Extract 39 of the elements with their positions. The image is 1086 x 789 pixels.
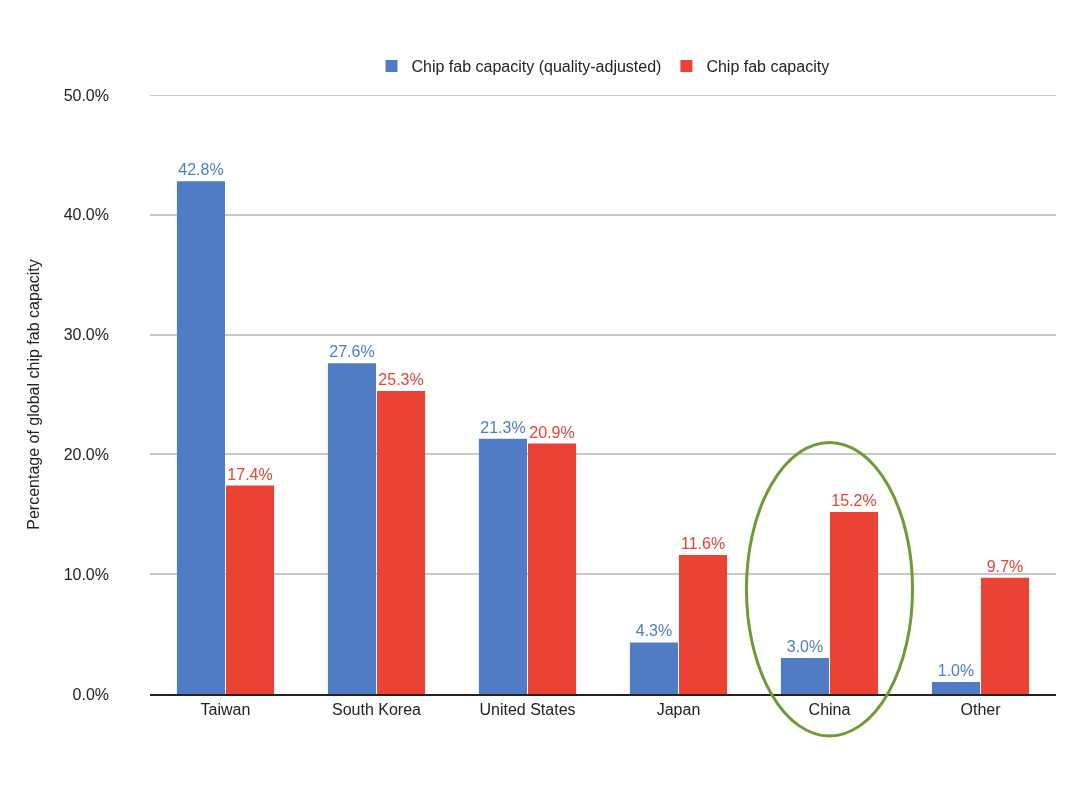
x-tick-label: Japan xyxy=(656,701,701,719)
bar xyxy=(829,511,879,694)
y-axis-title: Percentage of global chip fab capacity xyxy=(24,259,42,530)
bar xyxy=(629,642,679,694)
y-tick-label: 50.0% xyxy=(63,86,109,104)
bar xyxy=(176,181,226,694)
x-tick-label: Taiwan xyxy=(200,701,251,719)
data-label: 15.2% xyxy=(831,491,877,509)
data-label: 9.7% xyxy=(986,557,1024,575)
bar xyxy=(678,555,728,694)
data-label: 3.0% xyxy=(786,638,824,656)
data-label: 11.6% xyxy=(680,535,726,553)
legend-label: Chip fab capacity (quality-adjusted) xyxy=(411,58,662,76)
x-tick-label: Other xyxy=(960,701,1002,719)
bar xyxy=(327,363,377,694)
data-label: 21.3% xyxy=(480,418,526,436)
data-label: 17.4% xyxy=(227,465,273,483)
data-label: 25.3% xyxy=(378,370,424,388)
legend-label: Chip fab capacity xyxy=(706,58,830,76)
bar xyxy=(527,443,577,694)
data-label: 27.6% xyxy=(329,343,375,361)
data-label: 20.9% xyxy=(529,423,575,441)
x-tick-label: South Korea xyxy=(332,701,422,719)
y-tick-label: 40.0% xyxy=(63,206,109,224)
data-label: 4.3% xyxy=(635,622,673,640)
bar xyxy=(980,577,1030,694)
y-tick-label: 30.0% xyxy=(63,326,109,344)
data-label: 1.0% xyxy=(937,662,975,680)
y-tick-label: 20.0% xyxy=(63,446,109,463)
x-tick-label: United States xyxy=(479,701,576,719)
bar xyxy=(225,485,275,694)
bar xyxy=(376,390,426,694)
y-tick-label: 0.0% xyxy=(72,685,109,703)
y-tick-label: 10.0% xyxy=(63,565,109,583)
bar xyxy=(478,438,528,694)
bar xyxy=(931,682,981,694)
data-label: 42.8% xyxy=(178,161,224,179)
bar xyxy=(780,658,830,694)
x-tick-label: China xyxy=(808,701,851,719)
